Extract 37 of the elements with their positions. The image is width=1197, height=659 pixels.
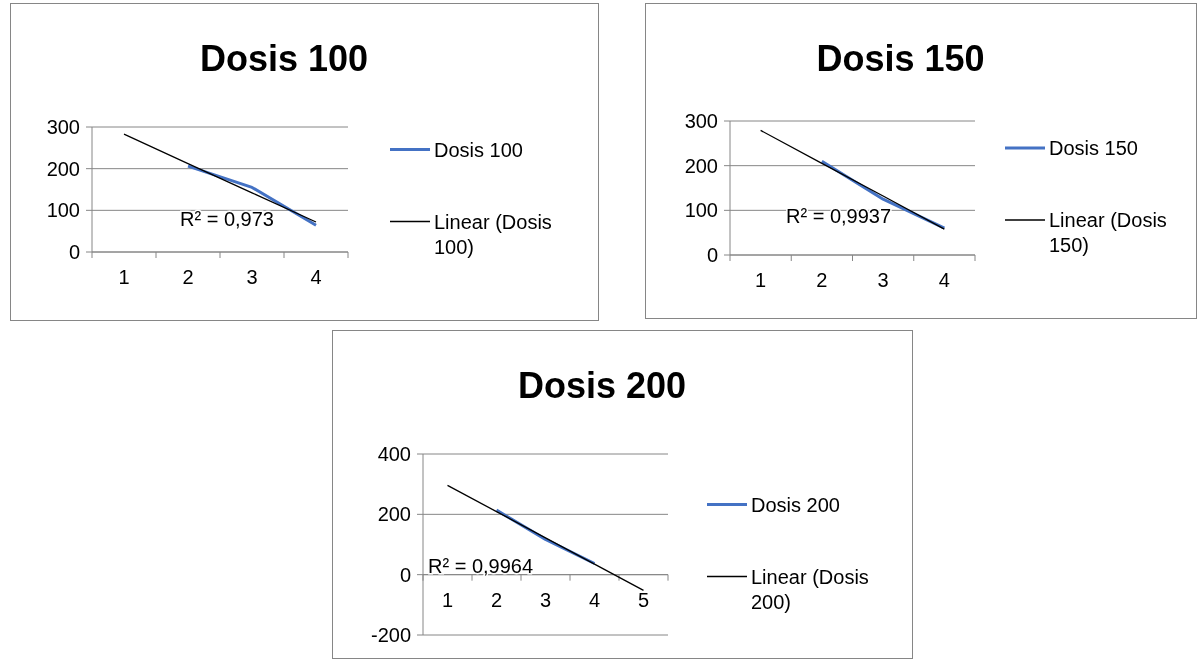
y-tick-label: 0	[68, 241, 80, 263]
x-tick-label: 4	[588, 588, 601, 611]
x-tick-label: 4	[310, 266, 322, 288]
legend-label: Linear (Dosis 200)	[751, 565, 869, 613]
legend-label: Dosis 100	[434, 138, 523, 161]
y-tick-label: 100	[684, 199, 718, 222]
x-tick-label: 1	[755, 269, 767, 291]
y-tick-label: 400	[377, 443, 411, 465]
y-tick-label: 100	[46, 199, 80, 222]
y-tick-label: 200	[684, 154, 718, 177]
y-tick-label: -200	[370, 624, 411, 646]
x-tick-label: 3	[246, 266, 258, 288]
x-tick-label: 3	[877, 269, 889, 291]
x-tick-label: 5	[637, 588, 650, 611]
legend-label: Dosis 150	[1049, 137, 1138, 159]
x-tick-label: 1	[118, 266, 130, 288]
x-tick-label: 1	[441, 588, 454, 611]
chart-title: Dosis 200	[517, 365, 687, 406]
legend-label: Dosis 200	[751, 493, 840, 516]
annotation: R² = 0,9937	[786, 205, 892, 227]
chart-title: Dosis 100	[199, 38, 369, 79]
annotation: R² = 0,9964	[428, 555, 534, 577]
y-tick-label: 200	[377, 503, 411, 526]
y-tick-label: 200	[46, 157, 80, 180]
y-tick-label: 0	[399, 563, 411, 586]
x-tick-label: 4	[938, 269, 950, 291]
y-tick-label: 300	[46, 116, 80, 138]
annotation: R² = 0,973	[180, 208, 274, 230]
y-tick-label: 300	[684, 110, 718, 132]
x-tick-label: 3	[539, 588, 552, 611]
x-tick-label: 2	[816, 269, 828, 291]
chart-title: Dosis 150	[816, 38, 985, 79]
legend-label: Linear (Dosis 100)	[434, 210, 552, 258]
x-tick-label: 2	[182, 266, 194, 288]
y-tick-label: 0	[706, 244, 718, 266]
legend-label: Linear (Dosis 150)	[1049, 209, 1167, 256]
x-tick-label: 2	[490, 588, 503, 611]
